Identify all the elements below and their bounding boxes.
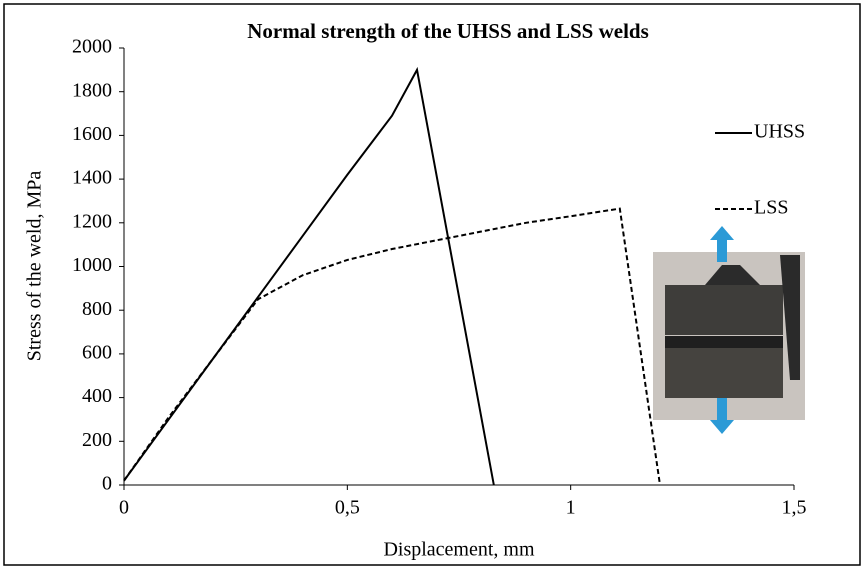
y-tick-label: 400	[82, 385, 112, 407]
x-tick-label: 0	[119, 497, 129, 519]
y-tick-label: 200	[82, 429, 112, 451]
y-tick-label: 0	[102, 473, 112, 495]
series-line	[123, 66, 495, 486]
specimen-photo	[653, 226, 805, 434]
y-tick-label: 1000	[72, 254, 112, 276]
x-tick-label: 1,5	[782, 497, 807, 519]
legend-label: UHSS	[754, 121, 805, 143]
series-line	[123, 207, 661, 486]
legend-label: LSS	[754, 197, 788, 219]
y-tick-label: 1800	[72, 79, 112, 101]
y-tick-label: 1200	[72, 210, 112, 232]
chart-title: Normal strength of the UHSS and LSS weld…	[247, 19, 649, 43]
x-tick-label: 1	[566, 497, 576, 519]
y-tick-label: 1400	[72, 167, 112, 189]
y-tick-label: 600	[82, 341, 112, 363]
x-tick-label: 0,5	[335, 497, 360, 519]
x-axis-title: Displacement, mm	[383, 539, 535, 561]
y-axis-title: Stress of the weld, MPa	[24, 171, 46, 362]
y-tick-label: 800	[82, 298, 112, 320]
y-tick-label: 2000	[72, 36, 112, 58]
y-tick-label: 1600	[72, 123, 112, 145]
